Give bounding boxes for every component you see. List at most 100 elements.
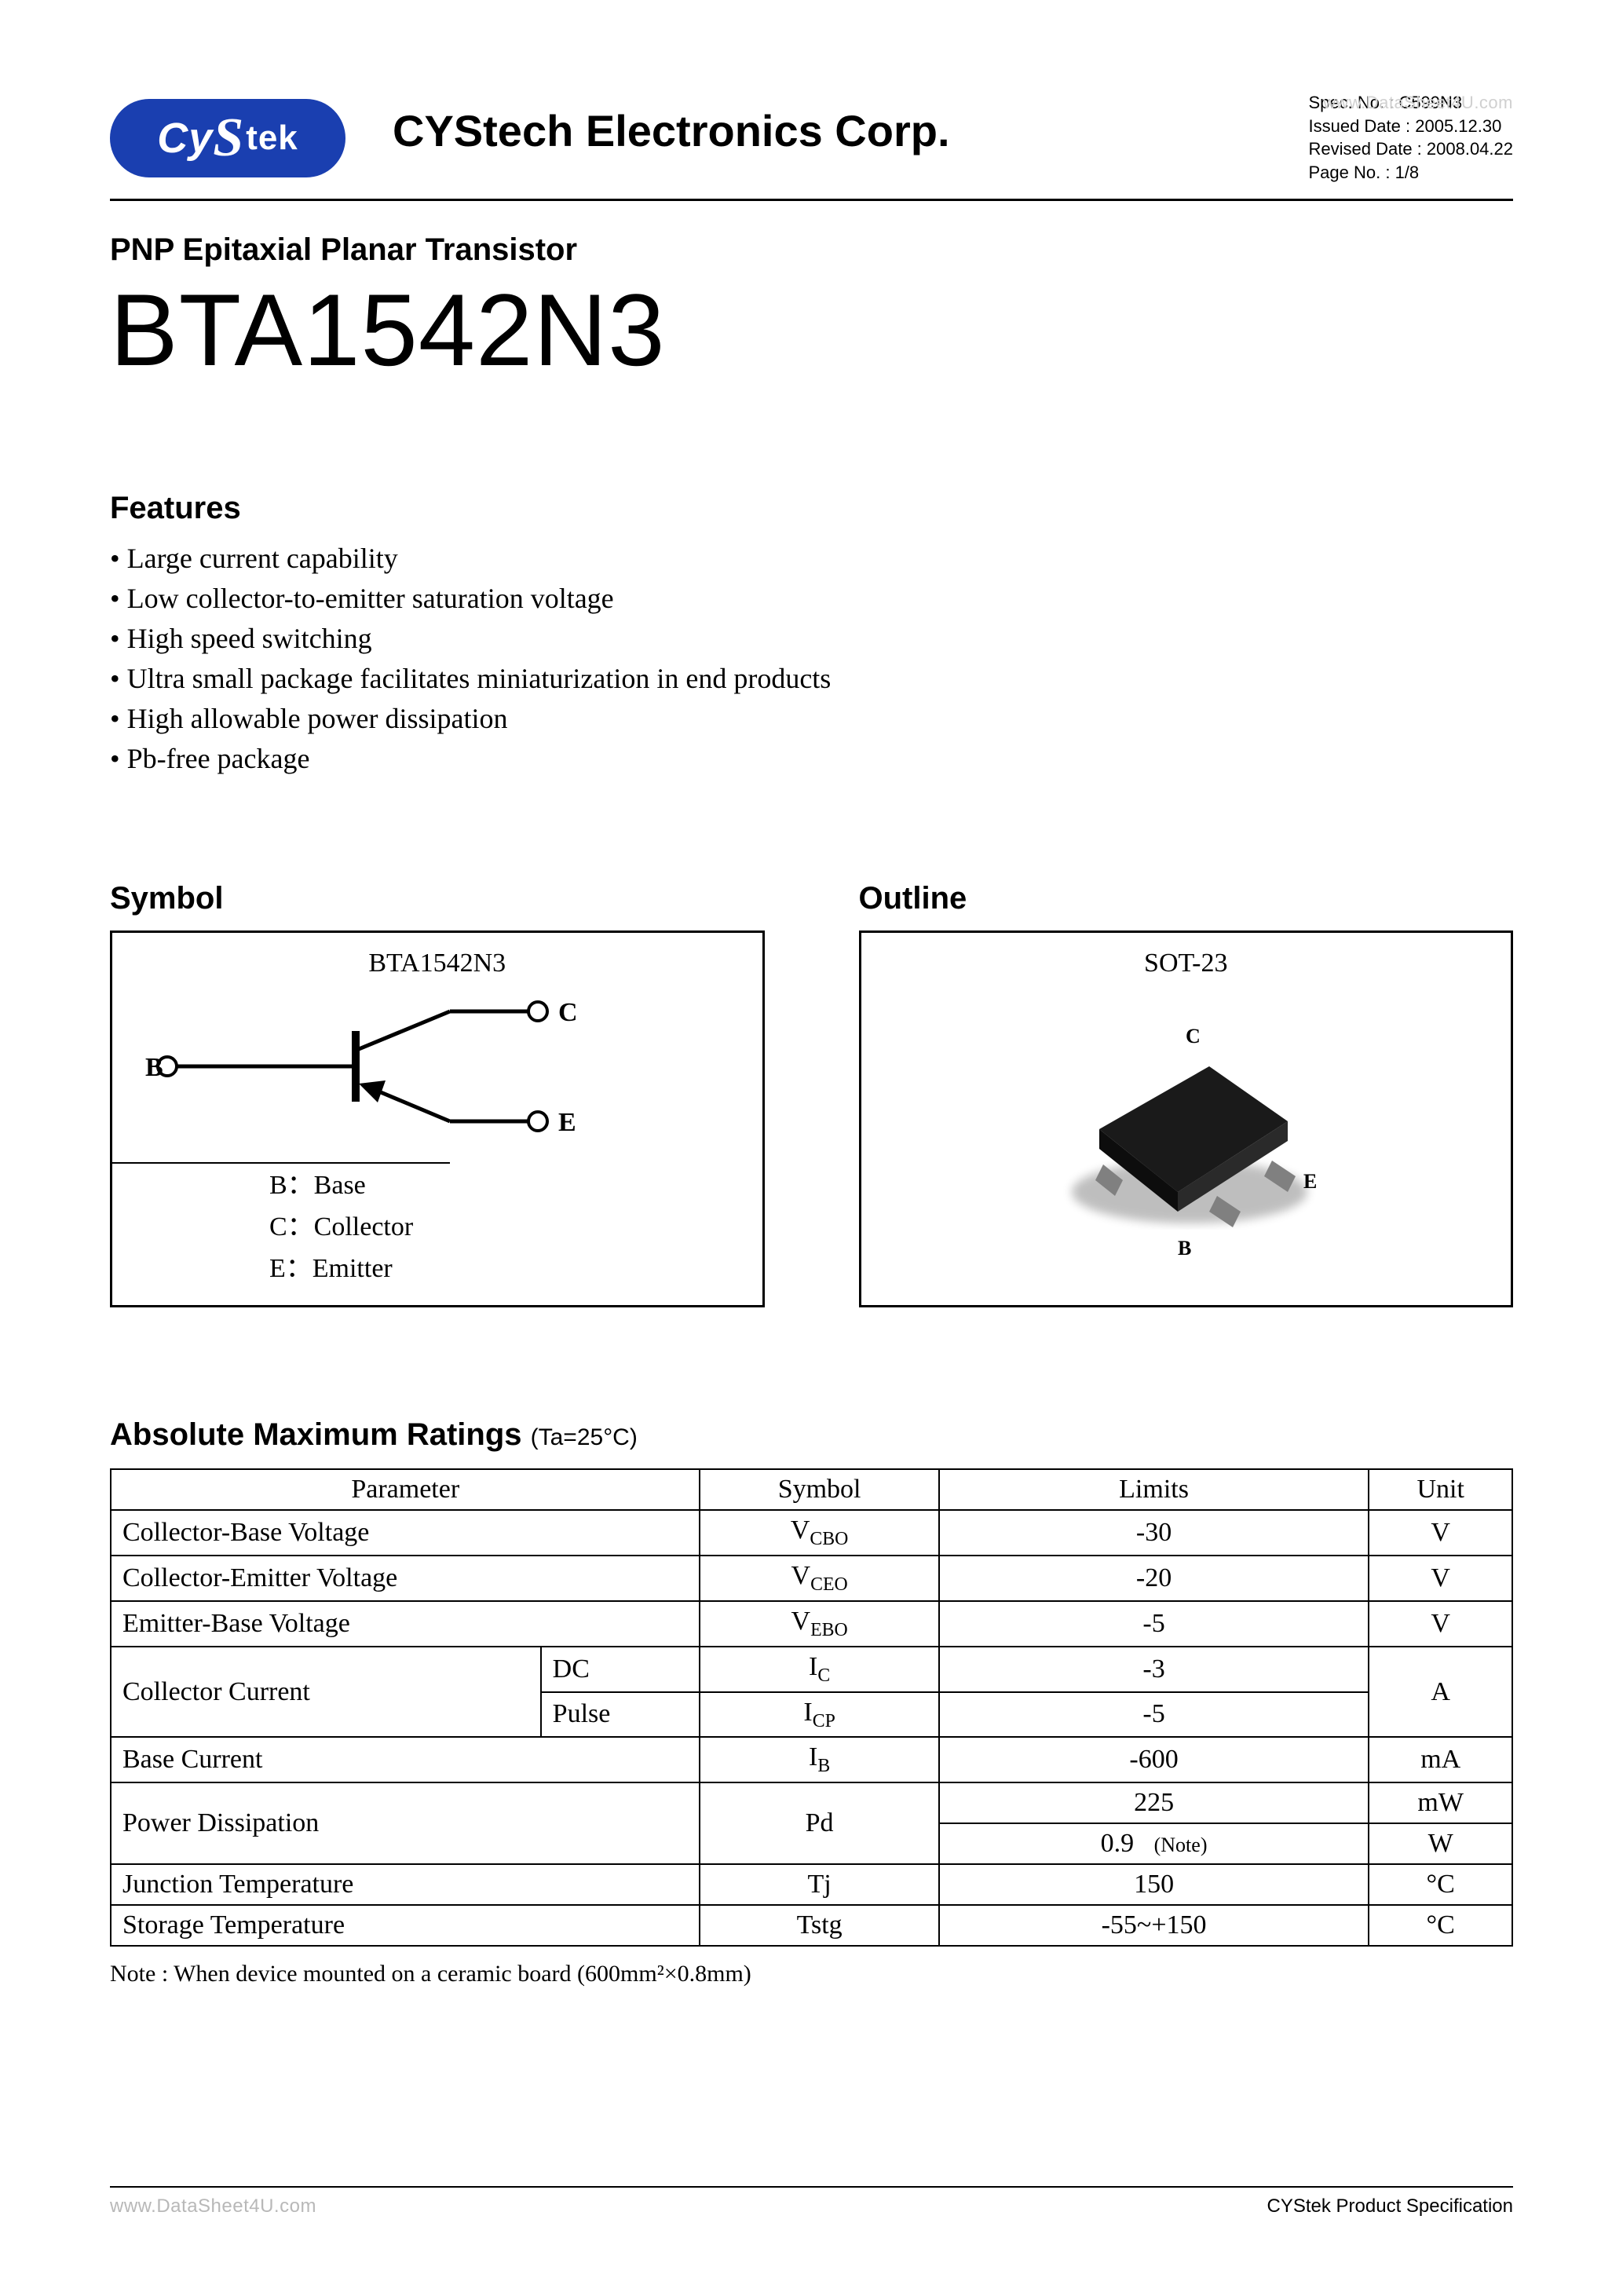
page-value: 1/8 xyxy=(1395,163,1420,182)
cell-unit: W xyxy=(1369,1823,1512,1864)
table-row: Collector-Emitter Voltage VCEO -20 V xyxy=(111,1556,1512,1601)
page-header: CyStek CYStech Electronics Corp. Spec. N… xyxy=(110,86,1513,201)
feature-item: Pb-free package xyxy=(110,739,1513,779)
issued-value: 2005.12.30 xyxy=(1415,116,1501,136)
feature-item: Large current capability xyxy=(110,539,1513,579)
sym-main: V xyxy=(791,1515,810,1545)
company-name-wrap: CYStech Electronics Corp. xyxy=(393,86,1308,156)
cell-param: Collector-Emitter Voltage xyxy=(111,1556,700,1601)
symbol-legend: B：Base C：Collector E：Emitter xyxy=(269,1165,413,1289)
cell-unit: V xyxy=(1369,1556,1512,1601)
feature-item: Low collector-to-emitter saturation volt… xyxy=(110,579,1513,619)
issued-label: Issued Date : xyxy=(1308,116,1415,136)
table-row: Collector-Base Voltage VCBO -30 V xyxy=(111,1510,1512,1556)
outline-column: Outline SOT-23 xyxy=(859,881,1514,1307)
cell-limit: -3 xyxy=(939,1647,1369,1692)
cell-symbol: VCEO xyxy=(700,1556,938,1601)
features-list: Large current capability Low collector-t… xyxy=(110,539,1513,780)
package-name: SOT-23 xyxy=(1144,949,1227,978)
cell-limit: 150 xyxy=(939,1864,1369,1905)
cell-symbol: ICP xyxy=(700,1692,938,1738)
col-symbol: Symbol xyxy=(700,1469,938,1510)
cell-limit: -5 xyxy=(939,1692,1369,1738)
col-parameter: Parameter xyxy=(111,1469,700,1510)
svg-text:B: B xyxy=(1178,1237,1191,1260)
part-number: BTA1542N3 xyxy=(110,271,1513,389)
cell-subparam: DC xyxy=(541,1647,700,1692)
svg-text:B: B xyxy=(145,1053,163,1082)
cell-symbol: Pd xyxy=(700,1782,938,1864)
cell-limit: 0.9 (Note) xyxy=(939,1823,1369,1864)
ratings-heading: Absolute Maximum Ratings (Ta=25°C) xyxy=(110,1417,1513,1453)
logo-text-script: S xyxy=(213,107,244,170)
symbol-heading: Symbol xyxy=(110,881,765,916)
cell-param: Collector Current xyxy=(111,1647,541,1738)
page-footer: www.DataSheet4U.com CYStek Product Speci… xyxy=(110,2186,1513,2217)
legend-base: B：Base xyxy=(269,1165,413,1207)
col-limits: Limits xyxy=(939,1469,1369,1510)
cell-symbol: IB xyxy=(700,1737,938,1782)
cell-param: Emitter-Base Voltage xyxy=(111,1601,700,1647)
cell-subparam: Pulse xyxy=(541,1692,700,1738)
cell-param: Base Current xyxy=(111,1737,700,1782)
table-row: Storage Temperature Tstg -55~+150 °C xyxy=(111,1905,1512,1946)
logo-text-tail: tek xyxy=(246,119,298,158)
product-type: PNP Epitaxial Planar Transistor xyxy=(110,232,1513,268)
symbol-column: Symbol BTA1542N3 B C E xyxy=(110,881,765,1307)
sot23-chip-icon: C E B xyxy=(1013,1011,1358,1278)
svg-text:E: E xyxy=(558,1108,576,1137)
cell-param: Storage Temperature xyxy=(111,1905,700,1946)
page-label: Page No. : xyxy=(1308,163,1395,182)
symbol-part-label: BTA1542N3 xyxy=(368,949,506,978)
cell-unit: A xyxy=(1369,1647,1512,1738)
limit-note: (Note) xyxy=(1154,1834,1208,1856)
svg-text:C: C xyxy=(1186,1025,1201,1047)
symbol-outline-row: Symbol BTA1542N3 B C E xyxy=(110,881,1513,1307)
cell-param: Junction Temperature xyxy=(111,1864,700,1905)
limit-value: 0.9 xyxy=(1101,1829,1135,1858)
ratings-condition: (Ta=25°C) xyxy=(531,1424,638,1450)
cell-unit: mA xyxy=(1369,1737,1512,1782)
sym-main: I xyxy=(809,1742,817,1771)
cell-limit: 225 xyxy=(939,1782,1369,1823)
page-line: Page No. : 1/8 xyxy=(1308,161,1513,185)
sym-sub: CP xyxy=(813,1710,835,1731)
cell-unit: °C xyxy=(1369,1905,1512,1946)
footer-watermark: www.DataSheet4U.com xyxy=(110,2195,316,2217)
cell-symbol: Tj xyxy=(700,1864,938,1905)
feature-item: Ultra small package facilitates miniatur… xyxy=(110,659,1513,699)
revised-value: 2008.04.22 xyxy=(1427,139,1513,159)
cell-limit: -600 xyxy=(939,1737,1369,1782)
legend-divider xyxy=(112,1162,450,1164)
outline-panel: SOT-23 C xyxy=(859,930,1514,1307)
col-unit: Unit xyxy=(1369,1469,1512,1510)
logo-container: CyStek xyxy=(110,86,393,177)
cell-limit: -55~+150 xyxy=(939,1905,1369,1946)
outline-heading: Outline xyxy=(859,881,1514,916)
company-logo: CyStek xyxy=(110,99,345,177)
table-row: Emitter-Base Voltage VEBO -5 V xyxy=(111,1601,1512,1647)
cell-limit: -30 xyxy=(939,1510,1369,1556)
cell-param: Collector-Base Voltage xyxy=(111,1510,700,1556)
sym-sub: CBO xyxy=(810,1529,848,1549)
feature-item: High allowable power dissipation xyxy=(110,699,1513,739)
symbol-panel: BTA1542N3 B C E xyxy=(110,930,765,1307)
ratings-table: Parameter Symbol Limits Unit Collector-B… xyxy=(110,1468,1513,1947)
revised-label: Revised Date : xyxy=(1308,139,1426,159)
watermark-top: www.DataSheet4U.com xyxy=(1323,93,1513,113)
cell-limit: -5 xyxy=(939,1601,1369,1647)
table-row: Junction Temperature Tj 150 °C xyxy=(111,1864,1512,1905)
issued-line: Issued Date : 2005.12.30 xyxy=(1308,115,1513,138)
legend-emitter: E：Emitter xyxy=(269,1249,413,1290)
legend-collector: C：Collector xyxy=(269,1207,413,1249)
cell-unit: °C xyxy=(1369,1864,1512,1905)
sym-main: I xyxy=(803,1698,812,1727)
transistor-symbol-icon: B C E xyxy=(136,988,638,1145)
table-row: Collector Current DC IC -3 A xyxy=(111,1647,1512,1692)
ratings-heading-text: Absolute Maximum Ratings xyxy=(110,1417,531,1452)
svg-text:C: C xyxy=(558,998,578,1027)
cell-symbol: IC xyxy=(700,1647,938,1692)
cell-unit: mW xyxy=(1369,1782,1512,1823)
footer-spec-label: CYStek Product Specification xyxy=(1267,2195,1514,2217)
sym-sub: EBO xyxy=(810,1620,848,1640)
